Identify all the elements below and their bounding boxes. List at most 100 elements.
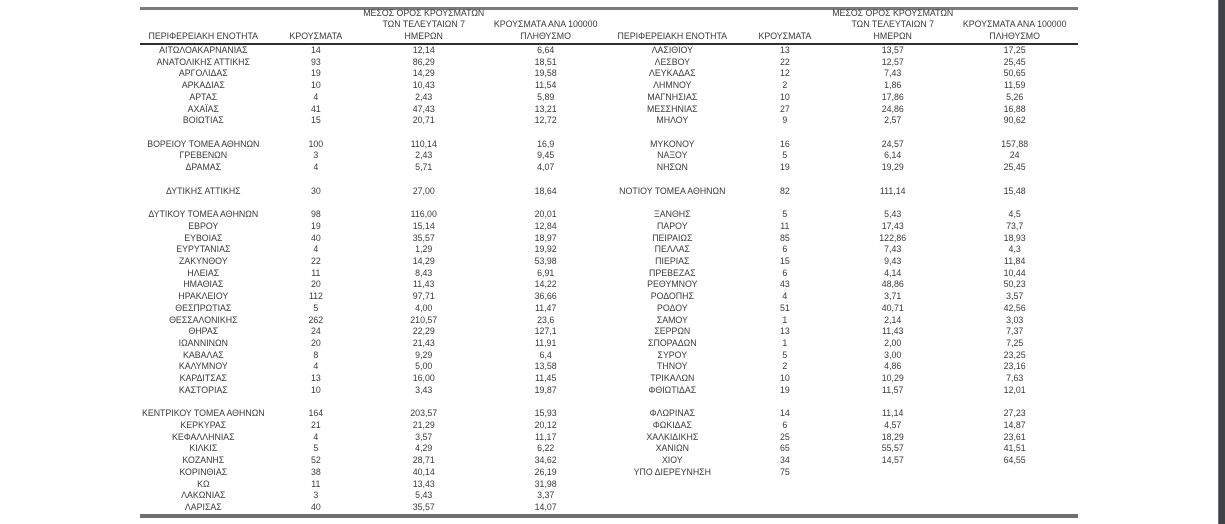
cases-cell: 10 <box>310 80 321 91</box>
cases-cell: 5 <box>782 150 788 161</box>
region-cell: ΑΡΚΑΔΙΑΣ <box>181 80 225 91</box>
scrollbar-track[interactable] <box>1218 0 1225 524</box>
avg7-cell: 13,43 <box>412 478 435 489</box>
region-cell: ΤΗΝΟΥ <box>657 361 688 372</box>
region-cell: ΑΡΓΟΛΙΔΑΣ <box>178 68 228 79</box>
avg7-cell: 3,71 <box>884 291 902 302</box>
table-row-spacer <box>140 197 609 209</box>
region-cell: ΔΡΑΜΑΣ <box>185 162 222 173</box>
avg7-cell: 21,43 <box>412 337 435 348</box>
table-row: ΣΑΜΟΥ 1 2,14 3,03 <box>609 315 1078 327</box>
avg7-cell: 6,14 <box>884 150 902 161</box>
per100k-cell: 18,97 <box>534 232 557 243</box>
avg7-cell: 40,71 <box>881 302 904 313</box>
cases-cell: 100 <box>308 138 324 149</box>
cases-cell: 13 <box>310 373 321 384</box>
table-row: ΖΑΚΥΝΘΟΥ 22 14,29 53,98 <box>140 256 609 268</box>
avg7-cell: 5,00 <box>415 361 433 372</box>
per100k-cell: 36,66 <box>534 291 557 302</box>
table-row: ΔΥΤΙΚΗΣ ΑΤΤΙΚΗΣ 30 27,00 18,64 <box>140 186 609 198</box>
avg7-cell: 19,29 <box>881 162 904 173</box>
region-cell: ΔΥΤΙΚΟΥ ΤΟΜΕΑ ΑΘΗΝΩΝ <box>148 209 259 220</box>
table-row: ΗΡΑΚΛΕΙΟΥ 112 97,71 36,66 <box>140 291 609 303</box>
cases-cell: 75 <box>779 466 790 477</box>
avg7-cell: 14,29 <box>412 68 435 79</box>
cases-cell: 21 <box>310 420 321 430</box>
per100k-cell: 11,47 <box>534 302 557 313</box>
avg7-cell: 5,43 <box>884 209 902 220</box>
cases-cell: 52 <box>310 455 321 466</box>
table-row: ΑΧΑΪΑΣ 41 47,43 13,21 <box>140 104 609 116</box>
per100k-cell: 41,51 <box>1003 443 1026 454</box>
per100k-cell: 127,1 <box>534 326 557 337</box>
left-table-header: ΠΕΡΙΦΕΡΕΙΑΚΗ ΕΝΟΤΗΤΑ ΚΡΟΥΣΜΑΤΑ ΜΕΣΟΣ ΟΡΟ… <box>140 8 609 45</box>
avg7-cell <box>834 397 951 409</box>
per100k-cell: 6,64 <box>537 45 555 55</box>
avg7-cell: 24,86 <box>881 103 904 114</box>
cases-cell: 93 <box>310 56 321 67</box>
table-row: ΠΕΙΡΑΙΩΣ 85 122,86 18,93 <box>609 233 1078 245</box>
per100k-cell: 7,63 <box>1006 373 1024 384</box>
avg7-cell: 20,71 <box>412 115 435 126</box>
avg7-cell: 5,71 <box>415 162 433 173</box>
cases-cell <box>736 479 834 491</box>
per100k-cell: 11,17 <box>534 431 557 442</box>
avg7-cell: 3,43 <box>415 384 433 395</box>
per100k-cell: 50,65 <box>1003 68 1026 79</box>
cases-cell: 16 <box>779 138 790 149</box>
region-cell: ΦΘΙΩΤΙΔΑΣ <box>648 384 697 395</box>
region-cell: ΠΑΡΟΥ <box>657 220 688 231</box>
region-cell: ΕΥΡΥΤΑΝΙΑΣ <box>176 244 231 255</box>
region-cell: ΞΑΝΘΗΣ <box>654 209 691 220</box>
cases-cell: 27 <box>779 103 790 114</box>
region-cell: ΡΟΔΟΠΗΣ <box>650 291 694 302</box>
per100k-cell <box>951 174 1078 186</box>
cases-cell: 14 <box>310 45 321 55</box>
per100k-cell: 31,98 <box>534 478 557 489</box>
avg7-cell: 203,57 <box>410 408 438 419</box>
table-row: ΚΕΦΑΛΛΗΝΙΑΣ 4 3,57 11,17 <box>140 432 609 444</box>
avg7-cell: 210,57 <box>410 314 438 325</box>
table-row-spacer <box>609 397 1078 409</box>
avg7-cell: 1,86 <box>884 80 902 91</box>
avg7-cell <box>834 490 951 502</box>
cases-cell: 4 <box>313 244 319 255</box>
avg7-cell <box>834 479 951 491</box>
per100k-cell: 42,56 <box>1003 302 1026 313</box>
cases-cell: 8 <box>313 349 319 360</box>
cases-cell <box>267 127 365 139</box>
column-header-region: ΠΕΡΙΦΕΡΕΙΑΚΗ ΕΝΟΤΗΤΑ <box>140 10 267 43</box>
cases-cell: 40 <box>310 232 321 243</box>
per100k-cell <box>951 502 1078 514</box>
region-cell: ΛΑΣΙΘΙΟΥ <box>651 45 693 55</box>
table-row: ΒΟΡΕΙΟΥ ΤΟΜΕΑ ΑΘΗΝΩΝ 100 110,14 16,9 <box>140 139 609 151</box>
table-row: ΣΥΡΟΥ 5 3,00 23,25 <box>609 350 1078 362</box>
table-row: ΚΑΒΑΛΑΣ 8 9,29 6,4 <box>140 350 609 362</box>
region-cell <box>140 127 267 139</box>
avg7-cell <box>834 127 951 139</box>
avg7-cell: 97,71 <box>412 291 435 302</box>
cases-cell <box>736 197 834 209</box>
region-cell <box>609 397 736 409</box>
region-cell: ΗΛΕΙΑΣ <box>187 267 220 278</box>
table-row: ΧΑΛΚΙΔΙΚΗΣ 25 18,29 23,61 <box>609 432 1078 444</box>
cases-cell: 1 <box>782 314 788 325</box>
region-cell: ΣΕΡΡΩΝ <box>654 326 691 337</box>
avg7-cell: 18,29 <box>881 431 904 442</box>
cases-cell: 19 <box>310 220 321 231</box>
table-row: ΘΕΣΠΡΩΤΙΑΣ 5 4,00 11,47 <box>140 303 609 315</box>
region-cell: ΚΟΡΙΝΘΙΑΣ <box>179 466 228 477</box>
table-row: ΣΕΡΡΩΝ 13 11,43 7,37 <box>609 326 1078 338</box>
per100k-cell: 157,88 <box>1001 138 1029 149</box>
cases-cell <box>267 197 365 209</box>
table-row: ΔΡΑΜΑΣ 4 5,71 4,07 <box>140 162 609 174</box>
cases-cell <box>736 490 834 502</box>
table-row-spacer <box>609 490 1078 502</box>
per100k-cell: 16,88 <box>1003 103 1026 114</box>
avg7-cell: 1,29 <box>415 244 433 255</box>
per100k-cell: 6,4 <box>539 349 552 360</box>
cases-cell: 13 <box>779 326 790 337</box>
region-cell: ΜΥΚΟΝΟΥ <box>650 138 695 149</box>
cases-cell: 51 <box>779 302 790 313</box>
regional-cases-table: ΠΕΡΙΦΕΡΕΙΑΚΗ ΕΝΟΤΗΤΑ ΚΡΟΥΣΜΑΤΑ ΜΕΣΟΣ ΟΡΟ… <box>140 7 1078 518</box>
